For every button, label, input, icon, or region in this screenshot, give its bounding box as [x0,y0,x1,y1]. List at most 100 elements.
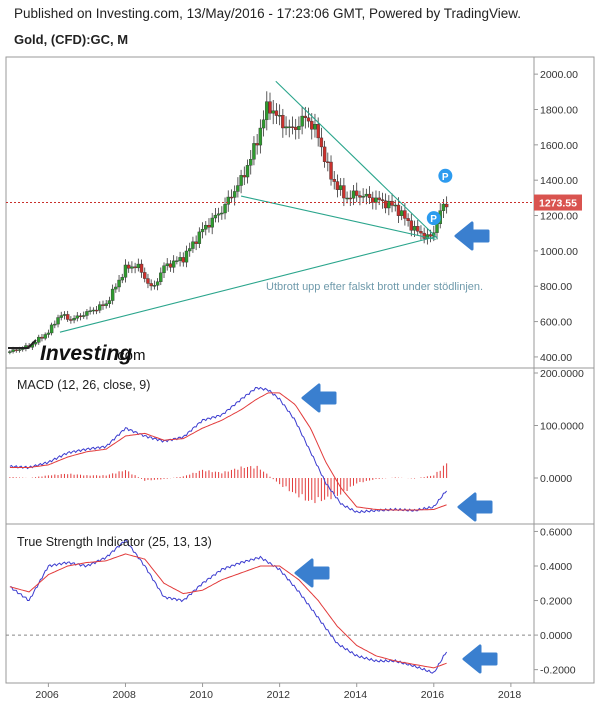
candle-body [204,224,208,230]
candle-body [78,315,83,318]
candle-body [399,210,404,216]
x-tick-label: 2018 [498,689,522,701]
candle-body [390,200,394,206]
price-tick-label: 800.00 [540,281,572,293]
candle-body [329,161,333,180]
candle-body [136,263,141,269]
candle-body [168,263,173,268]
candle-body [351,190,356,199]
macd-macd-line [9,386,447,514]
candle-body [46,332,51,335]
candle-body [306,117,311,122]
candle-body [210,217,214,228]
pattern-marker-label: P [430,214,437,225]
candle-body [184,250,189,263]
investing-logo: Investing .com [8,339,146,365]
candle-body [252,143,256,160]
candle-body [377,197,381,200]
candle-body [11,349,15,352]
candle-body [152,285,157,287]
candle-body [355,190,359,196]
tsi-signal-line [9,553,447,669]
candle-body [287,126,291,128]
candle-body [342,185,346,199]
price-tick-label: 2000.00 [540,69,578,81]
candle-body [335,181,340,190]
candle-body [139,263,144,273]
candle-body [265,101,269,121]
macd-tick-label: 0.0000 [540,473,572,485]
candle-body [319,137,324,148]
candle-body [428,234,433,237]
candle-body [82,315,86,317]
annotation-text: Utbrott upp efter falskt brott under stö… [266,281,483,293]
candle-body [223,204,227,214]
candle-body [220,212,224,215]
logo-dotcom: .com [113,347,146,364]
candle-body [133,266,137,269]
trend-line-long-term-support [59,236,436,333]
candle-body [367,193,372,199]
candle-body [194,241,198,244]
price-tick-label: 400.00 [540,352,572,364]
candle-body [43,334,47,339]
candle-body [313,124,317,130]
candle-body [242,175,247,178]
candle-body [300,115,304,127]
arrow-left-icon [301,383,337,413]
candle-body [374,197,378,203]
macd-label: MACD (12, 26, close, 9) [17,378,150,392]
candle-body [412,226,417,231]
pattern-marker [438,168,453,183]
tsi-tick-label: 0.2000 [540,596,572,608]
candle-body [310,120,314,130]
candle-body [406,218,410,221]
candle-body [8,351,12,353]
candle-body [104,303,108,306]
candle-body [322,146,327,162]
candle-body [261,119,266,129]
candle-body [91,309,96,312]
symbol-title: Gold, (CFD):GC, M [14,32,129,47]
candle-body [284,126,288,129]
candle-body [188,248,192,252]
pattern-marker-label: P [442,172,449,183]
tsi-tick-label: -0.2000 [540,665,576,677]
macd-tick-label: 200.0000 [540,368,584,380]
candle-body [245,165,250,178]
trend-line-resistance [240,195,436,240]
candle-body [255,143,259,146]
candle-body [303,115,308,118]
price-tick-label: 1400.00 [540,175,578,187]
candle-body [98,304,102,311]
candle-body [271,110,275,114]
price-panel: 2000.00 1800.00 1600.00 1400.00 1200.00 1000.… [6,69,582,364]
tsi-tsi-line [9,538,448,674]
candle-body [40,336,44,339]
last-price-badge [534,194,582,211]
candle-body [396,204,401,216]
candle-body [117,279,121,288]
candle-body [200,229,205,233]
candle-body [216,213,221,216]
candle-body [229,196,234,199]
candle-body [110,288,115,301]
candle-body [316,124,320,139]
candle-body [69,319,73,321]
candle-body [371,197,375,203]
arrow-left-icon [294,558,330,588]
candle-body [14,349,18,351]
candle-body [293,126,298,130]
last-price-value: 1273.55 [539,198,577,210]
x-tick-label: 2008 [112,689,136,701]
candle-body [56,317,60,325]
candle-body [345,197,349,200]
candle-body [178,257,182,261]
candle-body [17,349,22,351]
candle-body [85,311,89,316]
candle-body [332,179,336,182]
candle-body [441,203,446,211]
candle-body [380,199,385,202]
candle-body [277,115,282,117]
